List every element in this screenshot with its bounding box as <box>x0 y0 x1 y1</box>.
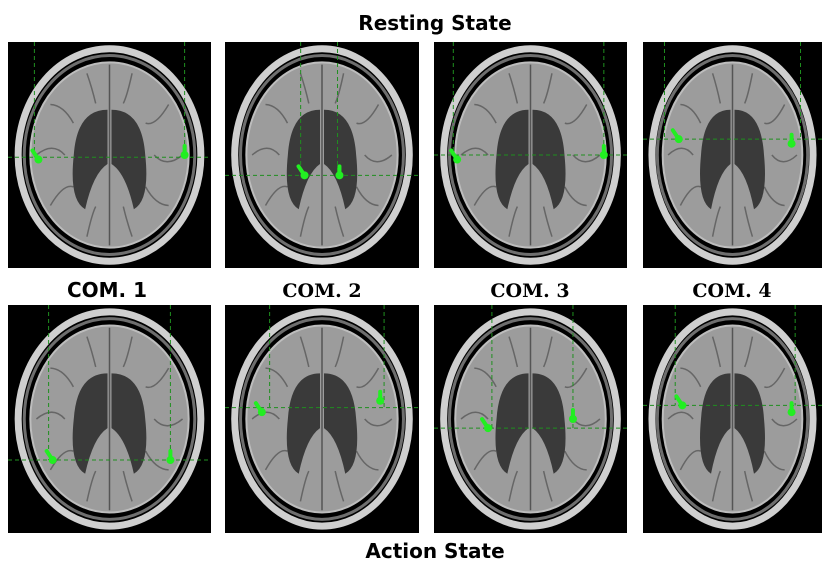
activation-dot <box>34 156 42 164</box>
brain-panel <box>434 42 627 268</box>
top-title: Resting State <box>358 11 511 35</box>
activation-dot <box>675 135 683 143</box>
brain-panel <box>8 42 211 268</box>
activation-dot <box>49 456 57 464</box>
brain-panel <box>8 305 211 533</box>
activation-dot <box>376 397 384 405</box>
component-label: COM. 1 <box>67 278 147 302</box>
activation-dot <box>166 456 174 464</box>
activation-dot <box>600 151 608 159</box>
brain-panel <box>643 42 822 268</box>
figure: Resting State COM. 1 COM. 2 COM. 3 COM. … <box>0 0 828 566</box>
activation-dot <box>258 408 266 416</box>
component-label: COM. 2 <box>282 280 361 302</box>
activation-dot <box>301 171 309 179</box>
brain-panel <box>225 42 419 268</box>
activation-dot <box>569 415 577 423</box>
bottom-title: Action State <box>365 539 504 563</box>
brain-panel <box>434 305 627 533</box>
activation-dot <box>335 171 343 179</box>
brain-panel <box>643 305 822 533</box>
activation-dot <box>484 424 492 432</box>
activation-dot <box>788 140 796 148</box>
activation-dot <box>678 401 686 409</box>
activation-dot <box>788 408 796 416</box>
activation-dot <box>453 156 461 164</box>
brain-panel <box>225 305 419 533</box>
activation-dot <box>181 151 189 159</box>
component-label: COM. 3 <box>490 280 569 302</box>
component-label: COM. 4 <box>692 280 771 302</box>
